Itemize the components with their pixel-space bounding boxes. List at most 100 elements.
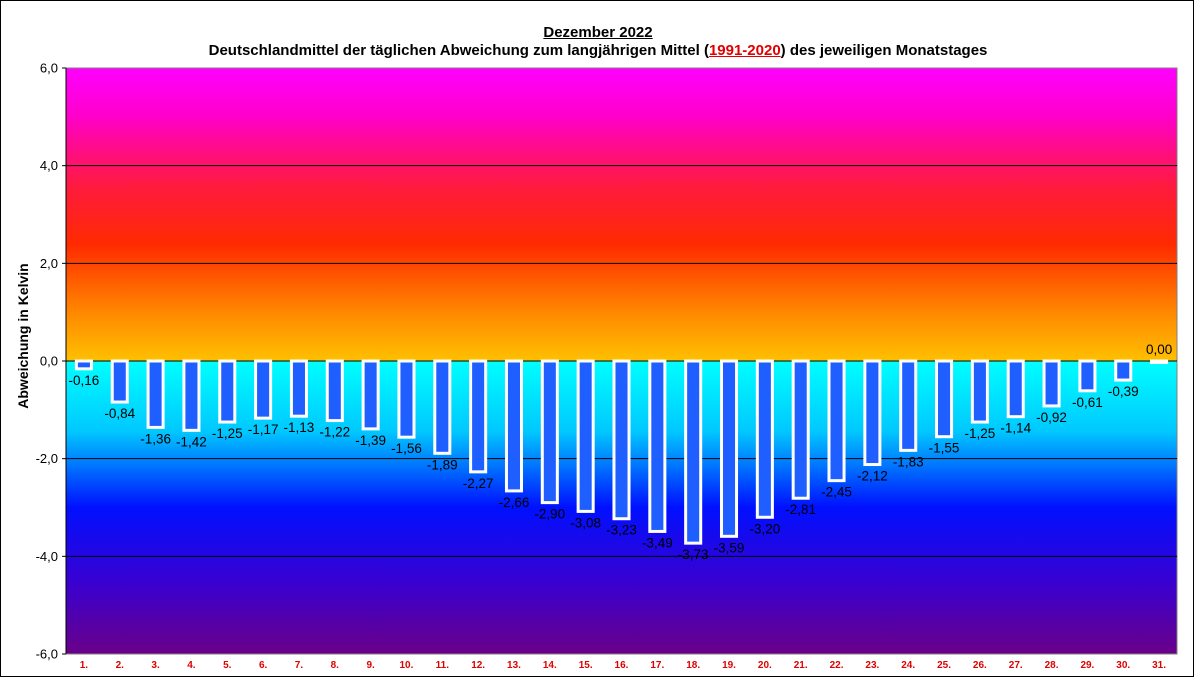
data-label: -1,89 xyxy=(427,457,458,472)
bar xyxy=(182,359,201,432)
data-label: -0,84 xyxy=(104,406,135,421)
y-tick-label: 4,0 xyxy=(40,158,58,173)
bar xyxy=(648,359,667,533)
data-label: -1,25 xyxy=(964,426,995,441)
bar xyxy=(755,359,774,519)
y-tick-label: 2,0 xyxy=(40,256,58,271)
bar xyxy=(791,359,810,500)
x-tick-label: 25. xyxy=(937,660,951,671)
x-tick-label: 28. xyxy=(1045,660,1059,671)
x-tick-label: 18. xyxy=(686,660,700,671)
data-label: -0,39 xyxy=(1108,384,1139,399)
bar xyxy=(325,359,344,423)
bar xyxy=(433,359,452,455)
x-tick-label: 16. xyxy=(615,660,629,671)
y-tick-label: 0,0 xyxy=(40,354,58,369)
data-label: -1,14 xyxy=(1000,421,1031,436)
x-tick-label: 7. xyxy=(295,660,304,671)
y-tick-label: -4,0 xyxy=(36,549,58,564)
data-label: -2,90 xyxy=(534,507,565,522)
x-tick-label: 13. xyxy=(507,660,521,671)
bar xyxy=(361,359,380,431)
data-label: -1,25 xyxy=(212,426,243,441)
bar xyxy=(504,359,524,493)
y-axis: 6,0 4,0 2,0 0,0 -2,0 -4,0 -6,0 xyxy=(36,61,67,662)
y-tick-label: -2,0 xyxy=(36,451,58,466)
data-label: -3,08 xyxy=(570,515,601,530)
bar xyxy=(110,359,129,404)
bar xyxy=(576,359,595,513)
data-label: -3,23 xyxy=(606,523,637,538)
x-tick-label: 10. xyxy=(400,660,414,671)
x-tick-label: 14. xyxy=(543,660,557,671)
y-axis-label: Abweichung in Kelvin xyxy=(15,263,31,408)
x-tick-label: 5. xyxy=(223,660,232,671)
data-label: -3,20 xyxy=(749,521,780,536)
chart-title-line2: Deutschlandmittel der täglichen Abweichu… xyxy=(208,42,988,59)
data-label: -1,17 xyxy=(248,422,279,437)
data-label: -1,55 xyxy=(929,441,960,456)
data-label: 0,00 xyxy=(1146,342,1172,357)
bar xyxy=(612,359,631,521)
bar xyxy=(827,359,846,483)
data-label: -2,66 xyxy=(499,495,530,510)
data-label: -1,42 xyxy=(176,434,207,449)
chart-title-line1: Dezember 2022 xyxy=(543,24,653,41)
x-tick-label: 31. xyxy=(1152,660,1166,671)
data-label: -1,39 xyxy=(355,433,386,448)
x-tick-label: 24. xyxy=(901,660,915,671)
x-tick-label: 17. xyxy=(650,660,664,671)
x-tick-label: 1. xyxy=(80,660,89,671)
data-label: -2,81 xyxy=(785,502,816,517)
data-label: -3,73 xyxy=(678,547,709,562)
x-tick-label: 8. xyxy=(331,660,340,671)
x-tick-label: 15. xyxy=(579,660,593,671)
x-tick-label: 23. xyxy=(865,660,879,671)
x-tick-label: 12. xyxy=(471,660,485,671)
bar xyxy=(397,359,416,439)
data-label: -0,92 xyxy=(1036,410,1067,425)
x-tick-label: 3. xyxy=(151,660,160,671)
x-tick-label: 6. xyxy=(259,660,268,671)
x-tick-label: 9. xyxy=(366,660,375,671)
bar xyxy=(218,359,237,424)
bar xyxy=(719,359,739,538)
x-tick-label: 26. xyxy=(973,660,987,671)
data-label: -1,22 xyxy=(319,425,350,440)
bar xyxy=(1150,359,1169,364)
bar xyxy=(1114,359,1133,382)
x-tick-label: 20. xyxy=(758,660,772,671)
y-tick-label: 6,0 xyxy=(40,61,58,76)
bar-series xyxy=(74,359,1169,545)
data-label: -2,12 xyxy=(857,469,888,484)
x-tick-label: 22. xyxy=(830,660,844,671)
data-label: -0,61 xyxy=(1072,395,1103,410)
x-tick-label: 2. xyxy=(116,660,125,671)
x-tick-label: 27. xyxy=(1009,660,1023,671)
data-label: -1,83 xyxy=(893,454,924,469)
data-label: -3,49 xyxy=(642,535,673,550)
bar xyxy=(899,359,918,452)
bar xyxy=(1042,359,1061,408)
data-label: -1,56 xyxy=(391,441,422,456)
data-label: -2,27 xyxy=(463,476,494,491)
bar xyxy=(254,359,273,420)
data-labels: -0,16 -0,84 -1,36 -1,42 -1,25 -1,17 -1,13 -1,22… xyxy=(69,342,1173,562)
bar xyxy=(74,359,93,371)
bar xyxy=(1006,359,1025,419)
bar xyxy=(970,359,989,424)
bar xyxy=(935,359,954,439)
x-axis: 1. 2. 3. 4. 5. 6. 7. 8. 9. 10. 11. 12. 13. 14. 15. 16. 1… xyxy=(80,660,1167,671)
x-tick-label: 30. xyxy=(1116,660,1130,671)
x-tick-label: 29. xyxy=(1080,660,1094,671)
x-tick-label: 19. xyxy=(722,660,736,671)
data-label: -1,13 xyxy=(284,420,315,435)
data-label: -3,59 xyxy=(714,540,745,555)
x-tick-label: 11. xyxy=(436,660,450,671)
x-tick-label: 21. xyxy=(794,660,808,671)
bar xyxy=(1078,359,1097,393)
reference-period: 1991-2020 xyxy=(708,42,781,59)
bar xyxy=(469,359,488,474)
bar xyxy=(863,359,882,467)
